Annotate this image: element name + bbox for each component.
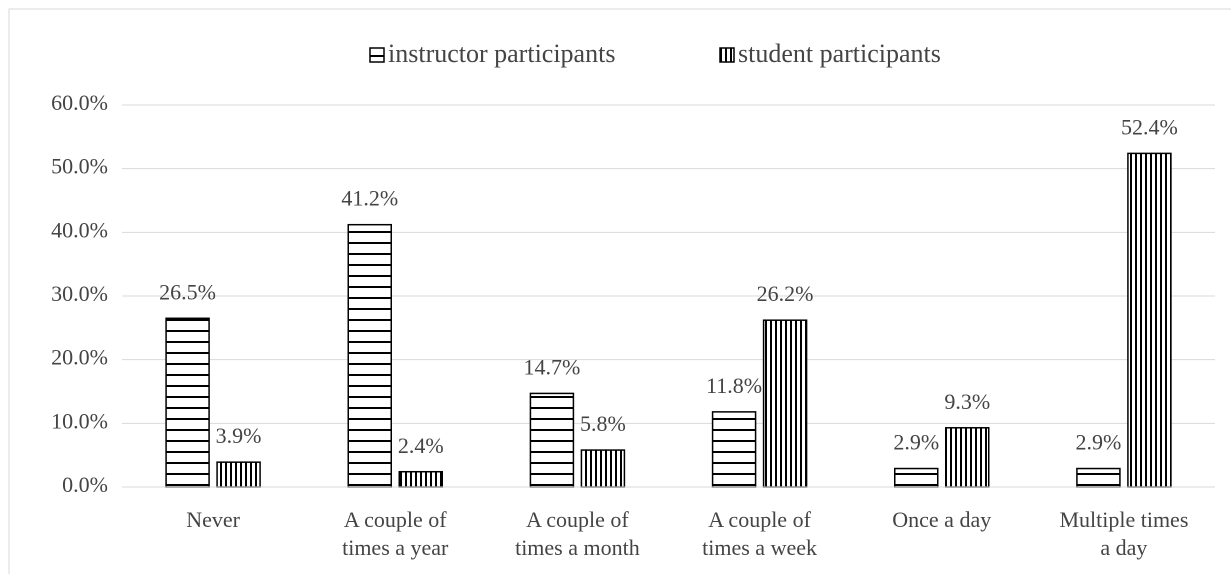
y-tick-label: 60.0%	[51, 90, 108, 115]
bar	[398, 470, 443, 488]
bar	[894, 467, 939, 488]
x-tick-label: A couple of times a month	[515, 507, 640, 560]
bar	[165, 317, 210, 488]
data-label: 26.2%	[757, 281, 814, 306]
data-label: 52.4%	[1121, 114, 1178, 139]
legend-swatch	[719, 47, 735, 63]
bar	[347, 223, 392, 488]
bar	[1127, 152, 1172, 488]
y-tick-label: 50.0%	[51, 154, 108, 179]
x-tick-label: A couple of times a week	[702, 507, 817, 560]
data-label: 14.7%	[524, 354, 581, 379]
data-label: 2.9%	[1076, 430, 1122, 455]
legend-label: instructor participants	[388, 39, 615, 68]
data-label: 2.9%	[893, 430, 939, 455]
legend-swatch	[369, 47, 385, 63]
bar	[529, 392, 575, 488]
data-label: 9.3%	[944, 389, 990, 414]
data-label: 26.5%	[159, 279, 216, 304]
bar	[945, 427, 990, 488]
y-tick-label: 0.0%	[62, 472, 108, 497]
bar	[580, 449, 626, 488]
x-tick-label: A couple of times a year	[342, 507, 449, 560]
x-tick-label: Never	[186, 507, 240, 532]
y-tick-label: 40.0%	[51, 217, 108, 242]
y-tick-label: 30.0%	[51, 281, 108, 306]
data-label: 3.9%	[216, 423, 262, 448]
y-tick-label: 10.0%	[51, 408, 108, 433]
legend-label: student participants	[738, 39, 941, 68]
bar	[711, 411, 757, 488]
bar	[762, 319, 808, 488]
data-label: 5.8%	[580, 411, 626, 436]
bar	[1076, 467, 1121, 488]
data-label: 2.4%	[398, 433, 444, 458]
bar	[216, 461, 261, 488]
y-tick-label: 20.0%	[51, 345, 108, 370]
chart-border	[8, 8, 1231, 574]
data-label: 11.8%	[706, 373, 762, 398]
x-tick-label: Once a day	[892, 507, 991, 532]
x-tick-label: Multiple times a day	[1059, 507, 1188, 560]
data-label: 41.2%	[341, 186, 398, 211]
